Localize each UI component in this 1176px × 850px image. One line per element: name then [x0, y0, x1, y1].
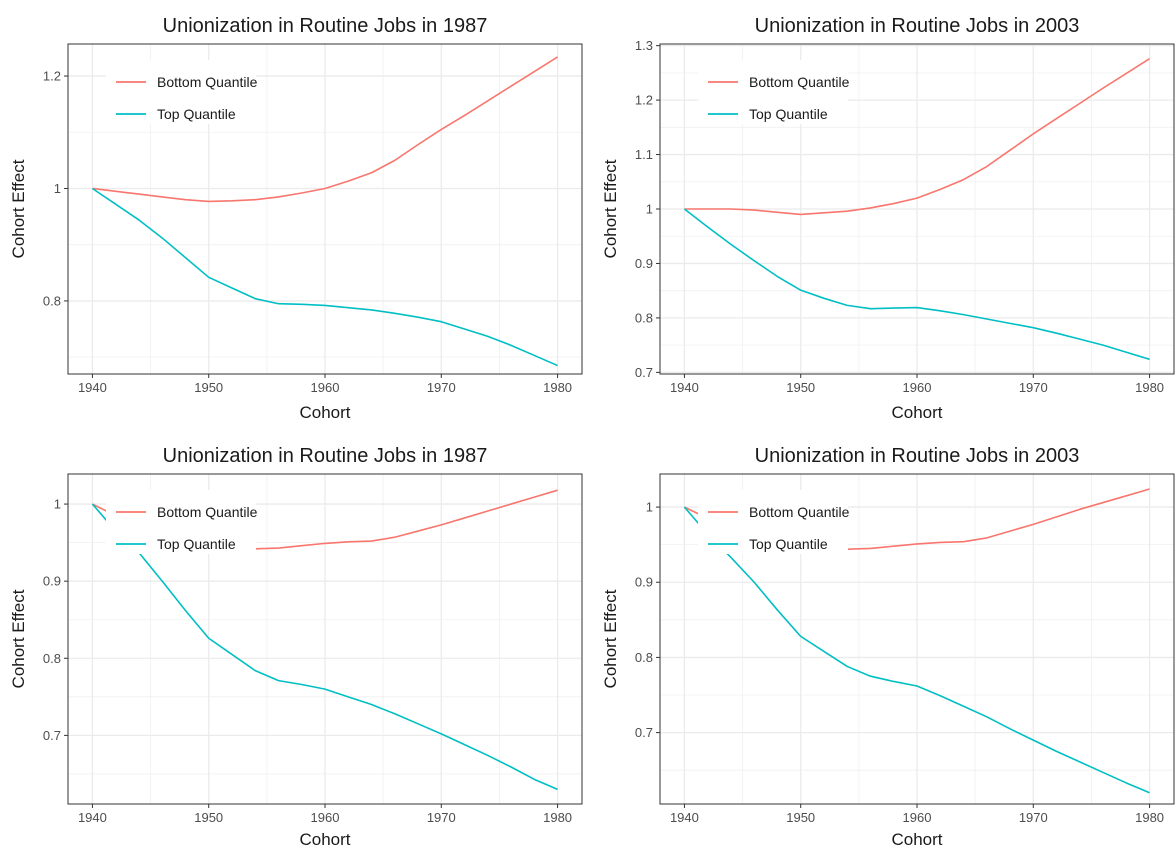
legend-label-bottom-quantile: Bottom Quantile: [157, 504, 258, 520]
series-line-bottom-quantile: [92, 56, 559, 203]
y-tick-label: 1: [646, 202, 653, 217]
y-tick-label: 0.9: [43, 574, 61, 589]
x-tick-label: 1980: [543, 380, 572, 395]
series-line-top-quantile: [91, 187, 558, 367]
legend: Bottom Quantile Top Quantile: [106, 60, 258, 124]
y-tick-label: 1.2: [43, 69, 61, 84]
x-tick-label: 1940: [78, 380, 107, 395]
x-tick-label: 1970: [427, 380, 456, 395]
x-tick-label: 1980: [1135, 810, 1164, 825]
legend-label-top-quantile: Top Quantile: [157, 106, 236, 122]
x-tick-label: 1970: [427, 810, 456, 825]
legend: Bottom Quantile Top Quantile: [698, 60, 850, 124]
y-tick-label: 0.7: [635, 725, 653, 740]
legend-label-bottom-quantile: Bottom Quantile: [157, 74, 258, 90]
panel-1: 1940 1950 1960 1970 1980 0.8 1 1.2 Unionization …: [9, 15, 583, 422]
y-tick-label: 0.8: [635, 310, 653, 325]
x-tick-label: 1980: [1135, 380, 1164, 395]
chart-title: Unionization in Routine Jobs in 2003: [755, 445, 1080, 467]
y-tick-label: 1.1: [635, 147, 653, 162]
series-line-top-quantile: [683, 506, 1150, 794]
x-tick-label: 1950: [194, 810, 223, 825]
legend: Bottom Quantile Top Quantile: [698, 490, 850, 554]
legend-label-bottom-quantile: Bottom Quantile: [749, 504, 850, 520]
y-tick-label: 1: [646, 500, 653, 515]
y-axis-title: Cohort Effect: [601, 589, 620, 688]
x-tick-label: 1950: [194, 380, 223, 395]
x-tick-label: 1940: [670, 810, 699, 825]
x-tick-label: 1960: [903, 810, 932, 825]
x-tick-label: 1980: [543, 810, 572, 825]
legend-label-bottom-quantile: Bottom Quantile: [749, 74, 850, 90]
x-axis-title: Cohort: [299, 830, 350, 849]
y-tick-label: 1: [54, 181, 61, 196]
y-tick-label: 1.2: [635, 93, 653, 108]
x-axis-title: Cohort: [299, 403, 350, 422]
legend-label-top-quantile: Top Quantile: [749, 536, 828, 552]
x-tick-label: 1960: [903, 380, 932, 395]
x-tick-label: 1950: [786, 380, 815, 395]
y-axis-title: Cohort Effect: [9, 589, 28, 688]
y-axis-title: Cohort Effect: [601, 159, 620, 258]
y-tick-label: 0.8: [43, 293, 61, 308]
panel-4: 1940 1950 1960 1970 1980 0.7 0.8 0.9 1 Unionizati…: [601, 445, 1175, 849]
y-tick-label: 0.8: [635, 650, 653, 665]
panel-3: 1940 1950 1960 1970 1980 0.7 0.8 0.9 1 Unionizati…: [9, 445, 583, 849]
y-tick-label: 1.3: [635, 38, 653, 53]
legend-label-top-quantile: Top Quantile: [749, 106, 828, 122]
x-tick-label: 1970: [1019, 810, 1048, 825]
chart-title: Unionization in Routine Jobs in 1987: [163, 445, 488, 467]
y-tick-label: 0.7: [635, 365, 653, 380]
chart-title: Unionization in Routine Jobs in 1987: [163, 15, 488, 37]
y-axis-title: Cohort Effect: [9, 159, 28, 258]
x-tick-label: 1940: [78, 810, 107, 825]
x-tick-label: 1940: [670, 380, 699, 395]
legend-label-top-quantile: Top Quantile: [157, 536, 236, 552]
series-line-top-quantile: [91, 503, 558, 791]
y-tick-label: 0.8: [43, 651, 61, 666]
x-tick-label: 1970: [1019, 380, 1048, 395]
x-tick-label: 1950: [786, 810, 815, 825]
y-tick-label: 0.9: [635, 256, 653, 271]
series-line-top-quantile: [683, 208, 1150, 361]
y-tick-label: 1: [54, 497, 61, 512]
x-axis-title: Cohort: [891, 403, 942, 422]
series-line-bottom-quantile: [684, 58, 1151, 216]
y-tick-label: 0.9: [635, 575, 653, 590]
y-tick-label: 0.7: [43, 728, 61, 743]
panel-2: 1940 1950 1960 1970 1980 0.7 0.8 0.9 1 1.1 1.2 1.3 U…: [601, 15, 1175, 422]
x-tick-label: 1960: [311, 380, 340, 395]
legend: Bottom Quantile Top Quantile: [106, 490, 258, 554]
chart-title: Unionization in Routine Jobs in 2003: [755, 15, 1080, 37]
x-tick-label: 1960: [311, 810, 340, 825]
x-axis-title: Cohort: [891, 830, 942, 849]
